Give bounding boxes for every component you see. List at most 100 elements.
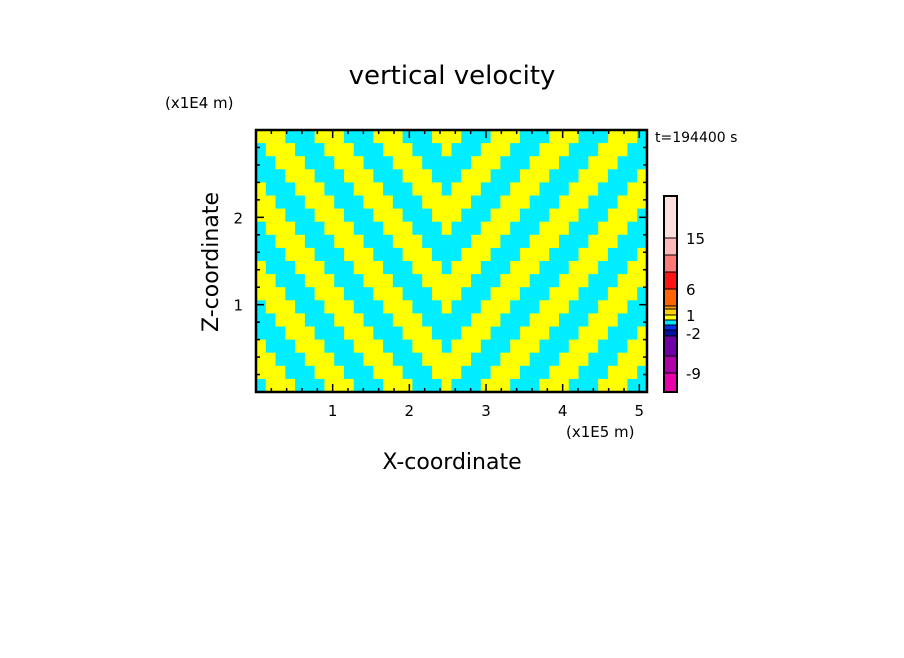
field-cell <box>275 247 286 262</box>
field-cell <box>285 221 296 236</box>
field-cell <box>363 274 374 288</box>
field-cell <box>334 195 345 210</box>
field-cell <box>598 221 609 236</box>
field-cell <box>539 339 550 354</box>
field-cell <box>539 352 550 367</box>
colorbar-label: 1 <box>686 307 696 325</box>
field-cell <box>334 339 345 354</box>
field-cell <box>559 247 570 262</box>
field-cell <box>578 234 589 249</box>
field-cell <box>373 195 384 210</box>
field-cell <box>627 378 638 393</box>
field-cell <box>304 247 316 262</box>
field-cell <box>500 130 511 144</box>
field-cell <box>285 261 296 275</box>
field-cell <box>256 247 267 262</box>
field-cell <box>383 300 394 314</box>
field-cell <box>559 274 570 288</box>
field-cell <box>383 143 394 157</box>
field-cell <box>480 143 492 157</box>
field-cell <box>490 313 501 327</box>
field-cell <box>343 300 355 314</box>
field-cell <box>412 352 423 367</box>
field-cell <box>353 182 365 196</box>
field-cell <box>637 274 648 288</box>
y-axis-label: Z-coordinate <box>199 192 224 332</box>
field-cell <box>539 221 550 236</box>
field-cell <box>471 300 482 314</box>
field-cell <box>353 143 365 157</box>
field-cell <box>353 261 365 275</box>
field-cell <box>392 169 404 183</box>
field-cell <box>578 156 589 170</box>
field-cell <box>627 326 638 341</box>
field-cell <box>568 234 580 249</box>
field-cell <box>256 143 267 157</box>
field-cell <box>383 287 394 301</box>
field-cell <box>353 274 365 288</box>
field-cell <box>559 208 570 223</box>
field-cell <box>431 339 443 354</box>
field-cell <box>617 274 628 288</box>
field-cell <box>627 352 638 367</box>
field-cell <box>617 261 628 275</box>
field-cell <box>353 221 365 236</box>
field-cell <box>431 208 443 223</box>
field-cell <box>314 169 325 183</box>
field-cell <box>500 182 511 196</box>
field-cell <box>441 365 452 380</box>
field-cell <box>441 234 452 249</box>
field-cell <box>559 143 570 157</box>
field-cell <box>412 130 423 144</box>
field-cell <box>334 247 345 262</box>
field-cell <box>451 326 462 341</box>
field-cell <box>529 274 540 288</box>
field-cell <box>500 378 511 393</box>
field-cell <box>510 274 521 288</box>
colorbar-segment <box>663 195 678 239</box>
field-cell <box>343 221 355 236</box>
field-cell <box>265 339 277 354</box>
field-cell <box>607 221 619 236</box>
field-cell <box>637 130 648 144</box>
field-cell <box>471 234 482 249</box>
field-cell <box>383 339 394 354</box>
field-cell <box>598 326 609 341</box>
field-cell <box>324 195 335 210</box>
field-cell <box>549 352 560 367</box>
field-cell <box>392 365 404 380</box>
field-cell <box>314 300 325 314</box>
field-cell <box>324 274 335 288</box>
field-cell <box>295 287 306 301</box>
field-cell <box>578 287 589 301</box>
field-cell <box>373 326 384 341</box>
field-cell <box>304 287 316 301</box>
field-cell <box>607 313 619 327</box>
field-cell <box>265 208 277 223</box>
field-cell <box>256 300 267 314</box>
field-cell <box>441 326 452 341</box>
field-cell <box>334 378 345 393</box>
field-cell <box>549 313 560 327</box>
field-cell <box>598 130 609 144</box>
field-cell <box>441 313 452 327</box>
field-cell <box>373 182 384 196</box>
field-cell <box>441 182 452 196</box>
field-cell <box>314 352 325 367</box>
field-cell <box>324 143 335 157</box>
field-cell <box>598 300 609 314</box>
field-cell <box>627 313 638 327</box>
field-cell <box>588 247 599 262</box>
field-cell <box>559 221 570 236</box>
field-cell <box>275 339 286 354</box>
field-cell <box>617 143 628 157</box>
colorbar-label: 15 <box>686 230 705 248</box>
field-cell <box>343 169 355 183</box>
field-cell <box>519 130 531 144</box>
field-cell <box>392 261 404 275</box>
field-cell <box>343 365 355 380</box>
field-cell <box>451 195 462 210</box>
contour-field <box>256 130 648 393</box>
field-cell <box>500 326 511 341</box>
field-cell <box>559 156 570 170</box>
